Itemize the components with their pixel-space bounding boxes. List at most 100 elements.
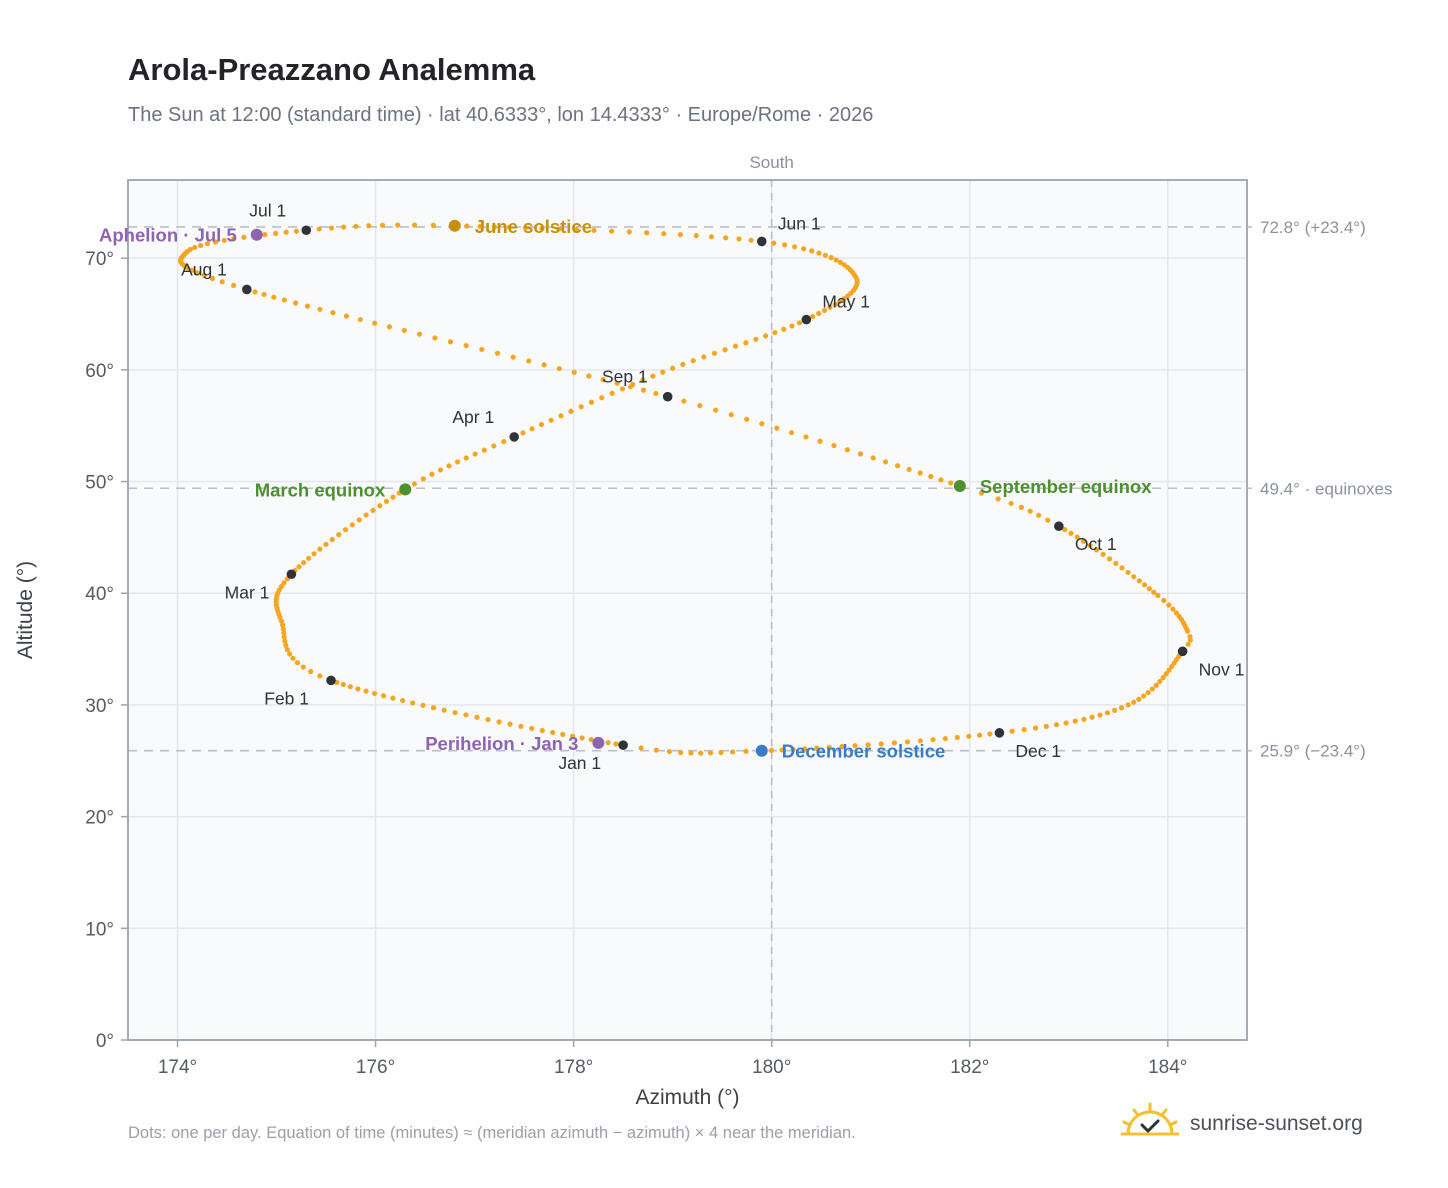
x-tick-label: 174° bbox=[158, 1057, 197, 1078]
daily-sun-dot bbox=[510, 354, 516, 360]
daily-sun-dot bbox=[788, 429, 795, 436]
event-label: Perihelion · Jan 3 bbox=[425, 733, 578, 754]
daily-sun-dot bbox=[330, 310, 336, 316]
daily-sun-dot bbox=[1131, 699, 1137, 705]
daily-sun-dot bbox=[284, 647, 290, 653]
daily-sun-dot bbox=[287, 651, 293, 657]
daily-sun-dot bbox=[441, 707, 447, 713]
page-subtitle: The Sun at 12:00 (standard time) · lat 4… bbox=[128, 104, 874, 126]
daily-sun-dot bbox=[529, 725, 535, 732]
daily-sun-dot bbox=[605, 740, 611, 746]
daily-sun-dot bbox=[452, 709, 458, 716]
brand-logo[interactable]: sunrise-sunset.org bbox=[1120, 1100, 1390, 1150]
daily-sun-dot bbox=[281, 580, 287, 586]
daily-sun-dot bbox=[316, 226, 322, 232]
daily-sun-dot bbox=[347, 684, 353, 690]
y-tick-label: 50° bbox=[85, 473, 114, 494]
daily-sun-dot bbox=[722, 347, 728, 353]
daily-sun-dot bbox=[978, 490, 985, 496]
x-tick-label: 178° bbox=[554, 1057, 593, 1078]
y-tick-label: 0° bbox=[96, 1031, 114, 1052]
daily-sun-dot bbox=[599, 395, 605, 401]
daily-sun-dot bbox=[828, 255, 834, 261]
daily-sun-dot bbox=[857, 451, 864, 457]
daily-sun-dot bbox=[323, 541, 329, 547]
daily-sun-dot bbox=[627, 384, 634, 390]
daily-sun-dot bbox=[1081, 716, 1087, 722]
daily-sun-dot bbox=[768, 747, 775, 753]
daily-sun-dot bbox=[743, 748, 749, 754]
daily-sun-dot bbox=[1149, 686, 1155, 692]
event-label: December solstice bbox=[782, 741, 946, 762]
daily-sun-dot bbox=[650, 373, 656, 379]
daily-sun-dot bbox=[560, 731, 566, 738]
month-marker-label: Dec 1 bbox=[1015, 741, 1061, 761]
daily-sun-dot bbox=[548, 417, 554, 423]
daily-sun-dot bbox=[430, 705, 437, 711]
daily-sun-dot bbox=[711, 350, 718, 356]
daily-sun-dot bbox=[878, 741, 884, 747]
month-marker bbox=[618, 740, 628, 750]
daily-sun-dot bbox=[954, 734, 960, 741]
daily-sun-dot bbox=[619, 386, 626, 392]
daily-sun-dot bbox=[744, 416, 750, 422]
daily-sun-dot bbox=[283, 642, 289, 648]
daily-sun-dot bbox=[732, 343, 739, 349]
daily-sun-dot bbox=[713, 407, 719, 413]
daily-sun-dot bbox=[609, 390, 615, 396]
daily-sun-dot bbox=[816, 310, 822, 316]
month-marker-label: May 1 bbox=[822, 292, 870, 312]
daily-sun-dot bbox=[371, 690, 378, 697]
x-tick-label: 184° bbox=[1148, 1057, 1187, 1078]
daily-sun-dot bbox=[485, 716, 491, 723]
daily-sun-dot bbox=[681, 398, 687, 404]
daily-sun-dot bbox=[231, 236, 237, 242]
daily-sun-dot bbox=[411, 222, 418, 228]
daily-sun-dot bbox=[640, 387, 647, 393]
daily-sun-dot bbox=[363, 512, 369, 518]
daily-sun-dot bbox=[219, 279, 225, 285]
daily-sun-dot bbox=[429, 471, 435, 477]
event-marker bbox=[755, 744, 768, 757]
daily-sun-dot bbox=[556, 365, 562, 372]
daily-sun-dot bbox=[192, 244, 198, 251]
daily-sun-dot bbox=[1009, 728, 1015, 734]
reference-line-label: 25.9° (−23.4°) bbox=[1260, 742, 1366, 761]
daily-sun-dot bbox=[1155, 592, 1161, 599]
daily-sun-dot bbox=[666, 748, 672, 755]
daily-sun-dot bbox=[774, 425, 780, 431]
daily-sun-dot bbox=[343, 313, 350, 319]
x-tick-label: 176° bbox=[356, 1057, 395, 1078]
daily-sun-dot bbox=[356, 517, 362, 523]
daily-sun-dot bbox=[281, 297, 287, 303]
month-marker bbox=[286, 569, 297, 580]
daily-sun-dot bbox=[588, 399, 595, 405]
daily-sun-dot bbox=[411, 481, 417, 487]
y-tick-label: 30° bbox=[85, 696, 114, 717]
daily-sun-dot bbox=[588, 737, 594, 743]
daily-sun-dot bbox=[556, 226, 562, 232]
daily-sun-dot bbox=[600, 377, 606, 383]
daily-sun-dot bbox=[420, 476, 426, 482]
event-marker bbox=[399, 483, 412, 496]
daily-sun-dot bbox=[1136, 578, 1142, 584]
daily-sun-dot bbox=[718, 749, 724, 756]
daily-sun-dot bbox=[1112, 707, 1118, 713]
month-marker-label: Jan 1 bbox=[558, 753, 601, 773]
footnote: Dots: one per day. Equation of time (min… bbox=[128, 1124, 856, 1142]
daily-sun-dot bbox=[661, 231, 667, 237]
reference-line-label: 49.4° · equinoxes bbox=[1260, 479, 1393, 498]
daily-sun-dot bbox=[328, 225, 335, 231]
daily-sun-dot bbox=[1146, 586, 1153, 592]
daily-sun-dot bbox=[1173, 610, 1180, 616]
daily-sun-dot bbox=[550, 729, 556, 736]
daily-sun-dot bbox=[538, 421, 545, 428]
daily-sun-dot bbox=[571, 369, 577, 375]
daily-sun-dot bbox=[522, 225, 528, 231]
daily-sun-dot bbox=[852, 743, 858, 749]
daily-sun-dot bbox=[410, 700, 416, 706]
daily-sun-dot bbox=[837, 298, 843, 305]
daily-sun-dot bbox=[841, 296, 847, 302]
daily-sun-dot bbox=[539, 727, 545, 734]
daily-sun-dot bbox=[906, 466, 912, 473]
